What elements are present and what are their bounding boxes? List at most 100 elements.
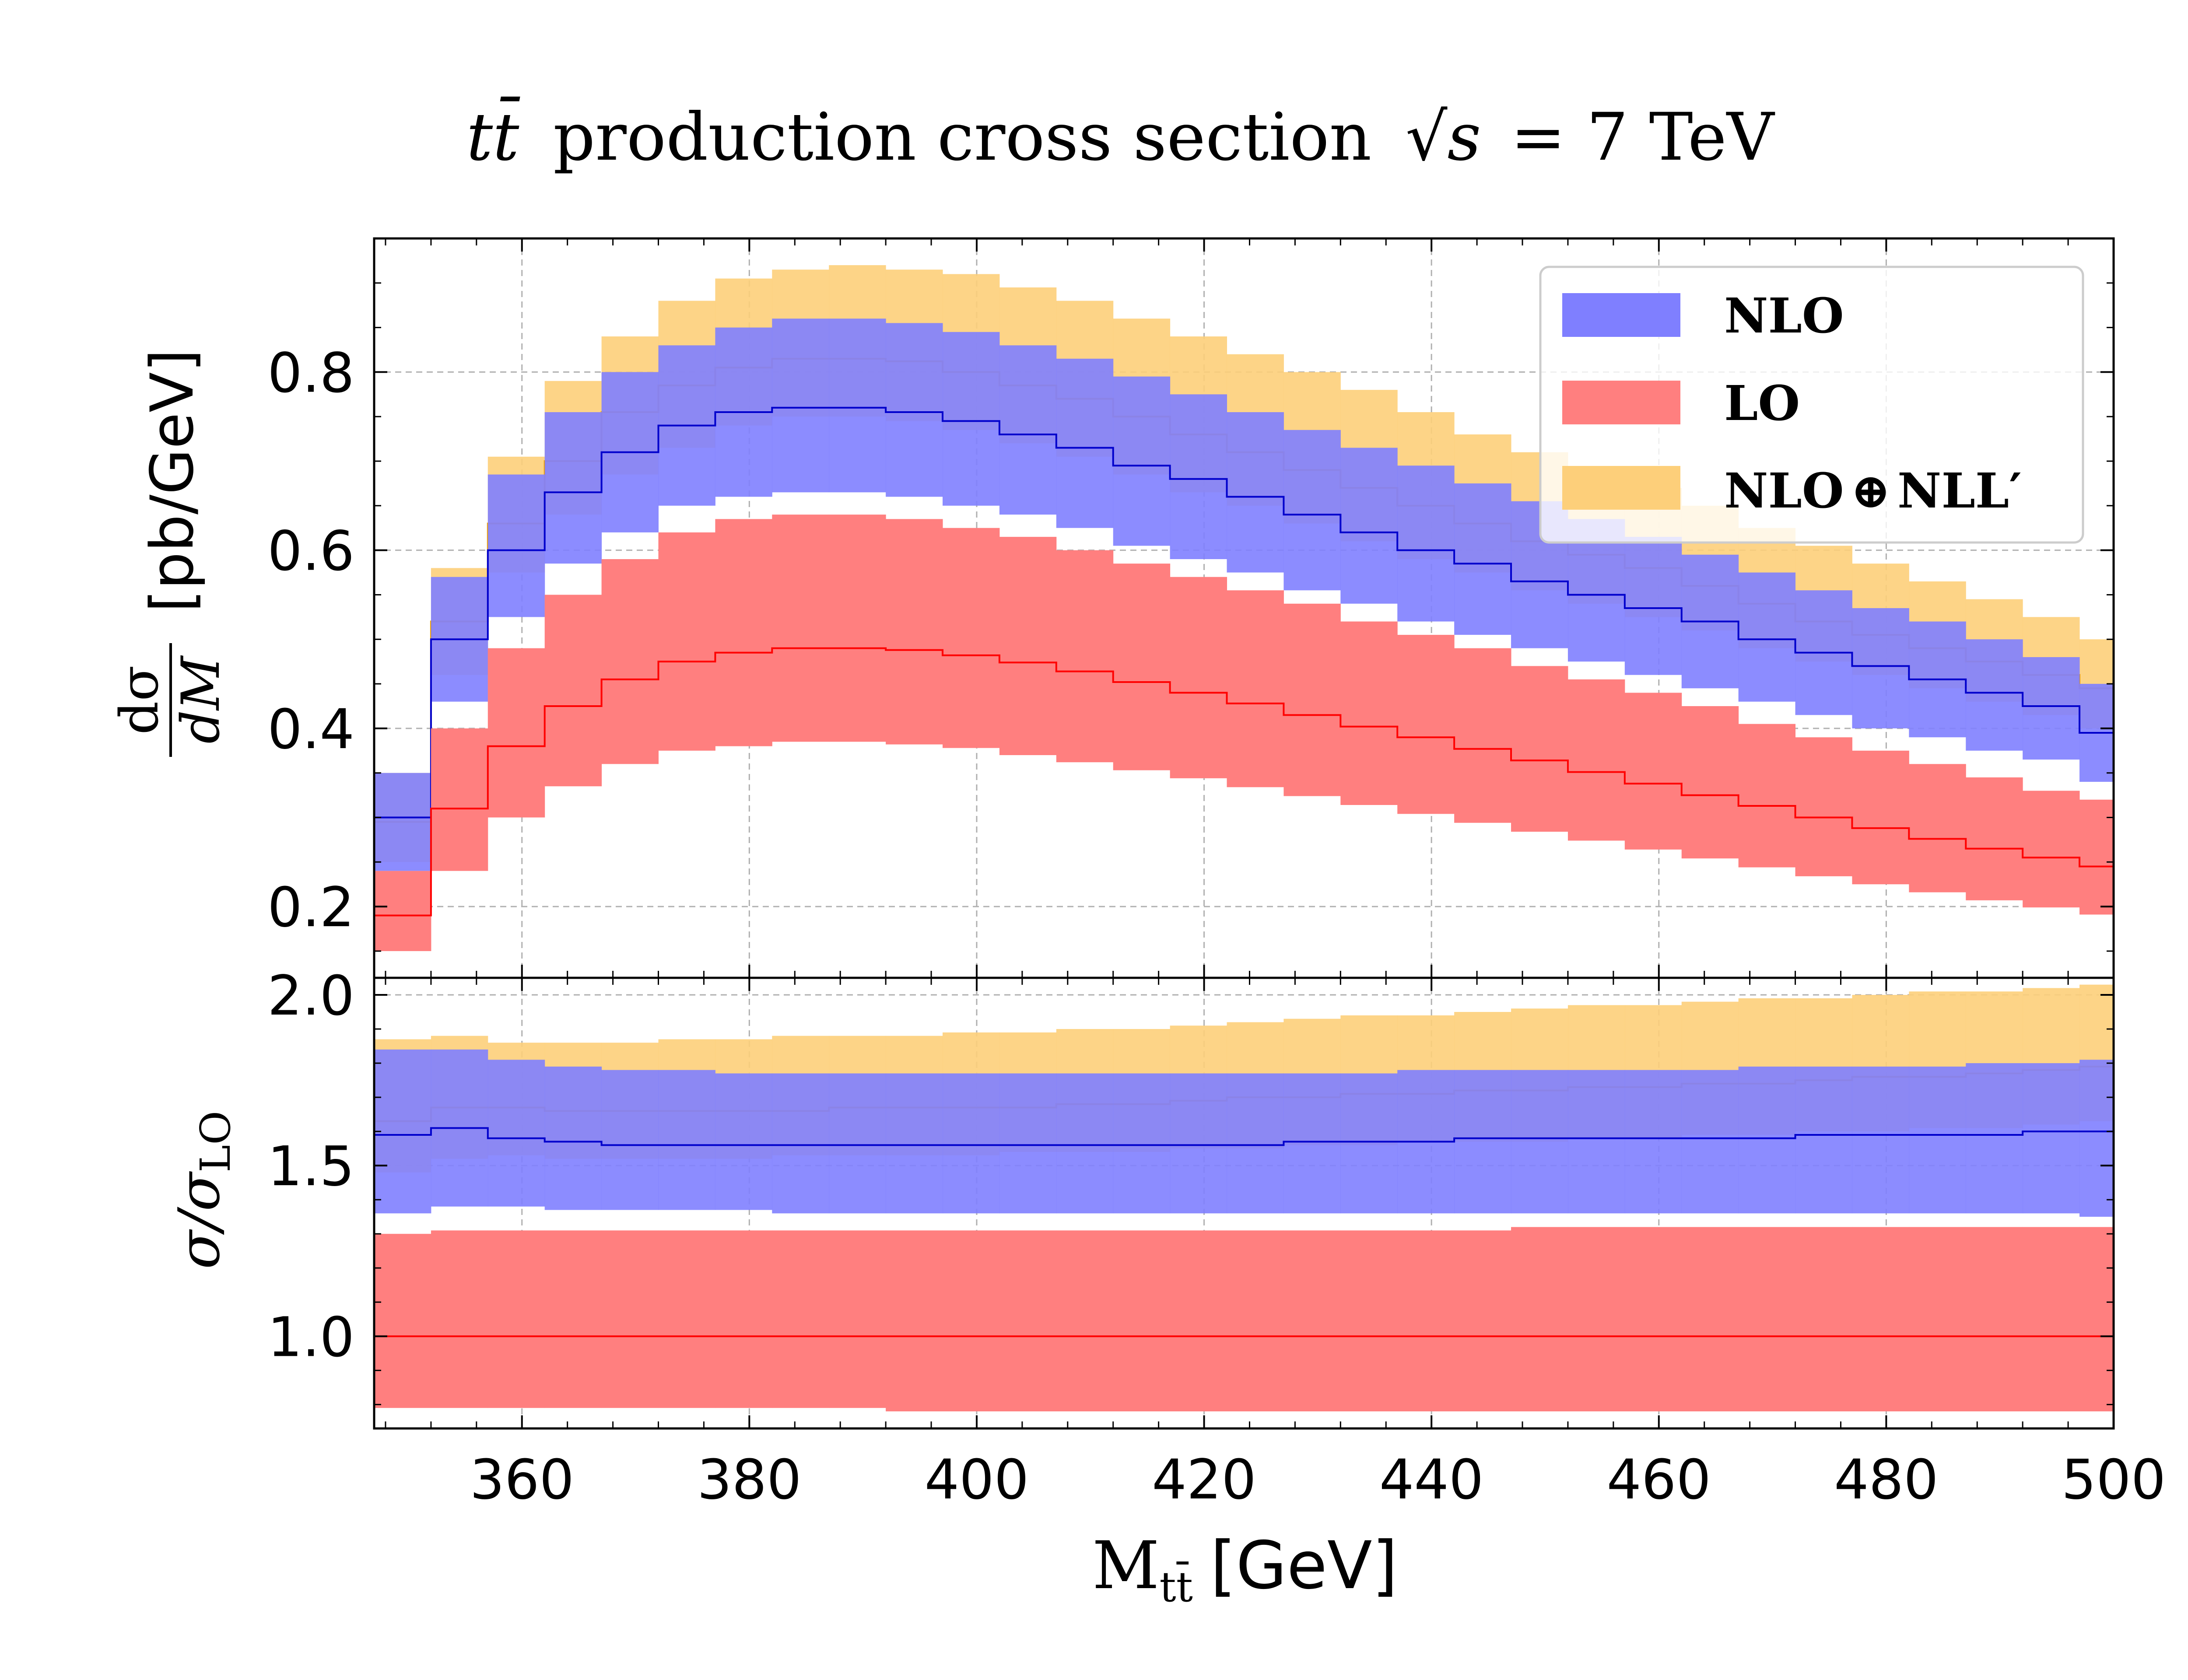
bar-lo [1113,564,1171,770]
bar-lo [1454,1230,1511,1411]
xlabel-unit: [GeV] [1210,1528,1398,1604]
bar-lo [1227,1230,1284,1411]
bar-lo [1283,603,1341,796]
legend-label-nlo-nll-b: NLL′ [1897,462,2022,519]
x-tick-label: 400 [925,1448,1029,1512]
bar-lo [999,1230,1057,1411]
bar-lo [772,514,829,742]
bar-nlo [544,412,602,564]
bar-nlo [601,1070,659,1210]
bar-lo [374,871,431,951]
x-tick-label: 480 [1834,1448,1939,1512]
bar-nlo [772,318,829,493]
bar-lo [2023,1227,2080,1411]
bar-lo [2079,799,2114,915]
svg-text:σ/σLO: σ/σLO [166,1111,240,1269]
ratio-ylabel-main: σ/σ [166,1171,232,1270]
bar-nlo [2079,1060,2114,1217]
line-nlo [374,1127,2114,1146]
bar-lo [1681,1227,1739,1411]
bar-nlo [1056,358,1114,528]
bar-lo [1795,737,1852,876]
bar-nlo [1170,394,1227,560]
legend-label-nlo-nll: NLO ⊕ NLL′ [1724,462,2022,519]
bar-lo [1909,1227,1966,1411]
bar-lo [1624,1227,1682,1411]
y-tick-label: 2.0 [267,964,354,1028]
band-nlo [374,1049,2114,1217]
bar-nlo [544,1066,602,1210]
legend-label-lo: LO [1724,375,1800,431]
bar-nlo [1340,1073,1398,1214]
legend-label-nlo: NLO [1724,287,1844,344]
legend-swatch-nlo [1562,293,1680,337]
bar-nlo [1738,1066,1796,1214]
bar-nlo [1340,448,1398,604]
bar-lo [715,519,772,746]
bar-lo [1283,1230,1341,1411]
bar-nlo [999,345,1057,515]
bar-lo [1681,706,1739,859]
bar-lo [658,532,715,751]
legend-swatch-nlo-nll [1562,466,1680,510]
bar-lo [487,1230,545,1408]
title-energy: = 7 TeV [1511,99,1775,175]
top-ylabel: dσ dM [pb/GeV] [109,349,231,757]
bar-lo [715,1230,772,1408]
bar-nlo [1113,376,1171,546]
plot-area-ratio [374,984,2114,1411]
bar-lo [1909,764,1966,892]
plot-area-distribution [374,265,2114,951]
bar-lo [2023,791,2080,908]
title-sqrt: √s [1406,99,1481,175]
y-tick-label: 0.2 [267,876,354,939]
bar-nlo [1795,1066,1852,1214]
bar-nlo [829,318,886,493]
x-ticks-ratio: 360 380 400 420 440 460 480 500 [385,978,2166,1512]
bar-nlo [374,773,431,871]
bar-nlo [943,1073,1000,1214]
bar-lo [1624,693,1682,850]
bar-nlo [886,1073,943,1214]
bar-nlo [1966,1063,2023,1214]
bar-lo [1511,1227,1568,1411]
bar-nlo [2023,657,2080,760]
distribution-panel: 0.2 0.4 0.6 0.8 [267,237,2115,979]
bar-nlo [1283,1073,1341,1214]
bar-nlo [715,1073,772,1210]
chart-title: tt̄ production cross section √s = 7 TeV [466,96,1775,175]
bar-nlo [1170,1073,1227,1214]
title-text: production cross section [553,99,1371,175]
bar-lo [487,648,545,818]
y-tick-label: 0.8 [267,341,354,405]
bar-nlo [1454,483,1511,635]
y-ticks-distribution: 0.2 0.4 0.6 0.8 [267,238,2114,952]
bar-nlo [1624,537,1682,675]
bar-lo [1340,1230,1398,1411]
legend-label-nlo-nll-op: ⊕ [1851,462,1891,519]
bar-lo [544,595,602,787]
bar-nlo [1227,412,1284,573]
xlabel-sub: tt̄ [1160,1561,1193,1611]
bar-lo [601,559,659,764]
bar-lo [1056,550,1114,763]
bar-nlo [1113,1073,1171,1214]
bar-nlo [487,474,545,617]
legend-swatch-lo [1562,381,1680,424]
bar-nlo [1852,1066,1909,1214]
bar-lo [1170,1230,1227,1411]
y-tick-label: 0.6 [267,520,354,583]
bar-nlo [2023,1063,2080,1214]
xlabel-main: M [1092,1528,1160,1604]
x-axis-label: Mtt̄ [GeV] [1092,1528,1398,1611]
bar-nlo [999,1073,1057,1214]
bar-lo [1397,635,1455,814]
bar-lo [999,537,1057,755]
bar-lo [2079,1227,2114,1411]
x-tick-label: 360 [470,1448,574,1512]
bar-lo [1567,1227,1625,1411]
x-tick-label: 460 [1606,1448,1711,1512]
bar-nlo [829,1073,886,1214]
y-tick-label: 1.5 [267,1135,354,1198]
title-tt: tt̄ [466,96,520,175]
